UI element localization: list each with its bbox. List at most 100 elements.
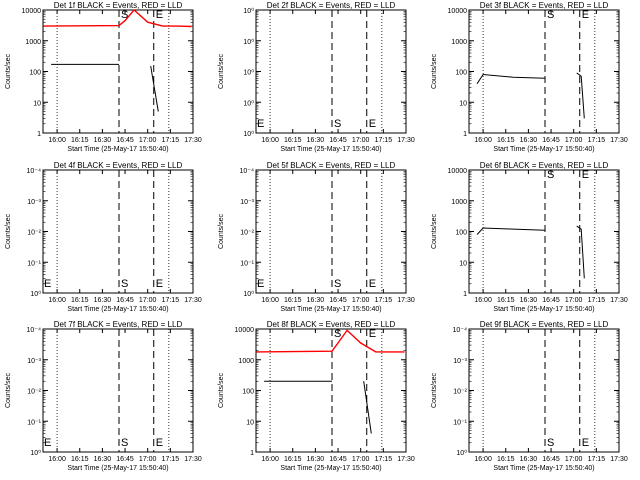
chart-6-series-1-line bbox=[476, 227, 546, 235]
chart-4-y-tick-label: 10⁻⁴ bbox=[27, 168, 42, 175]
chart-9-x-tick-label: 17:30 bbox=[610, 456, 628, 463]
chart-2-y-axis-label: Counts/sec bbox=[218, 53, 225, 89]
chart-9-marker-label-E: E bbox=[582, 437, 589, 449]
chart-2-x-tick-label: 17:00 bbox=[352, 137, 370, 144]
chart-panel-7: Det 7f BLACK = Events, RED = LLD S E E 16:00… bbox=[5, 320, 202, 472]
chart-3-x-tick-label: 17:30 bbox=[610, 137, 628, 144]
chart-7-y-tick-label: 10⁰ bbox=[30, 449, 41, 457]
chart-1-x-tick-label: 16:45 bbox=[116, 137, 134, 144]
chart-8-y-tick-label: 10 bbox=[246, 419, 254, 426]
chart-7-x-tick-label: 17:00 bbox=[139, 456, 157, 463]
chart-3-y-tick-label: 10 bbox=[459, 100, 467, 107]
chart-5-marker-label-S: S bbox=[334, 278, 341, 290]
chart-4-y-tick-label: 10⁻¹ bbox=[27, 260, 41, 267]
chart-2-y-tick-label: 10⁰ bbox=[243, 130, 254, 138]
chart-5-y-tick-label: 10⁻² bbox=[240, 230, 254, 237]
chart-9-x-tick-label: 16:45 bbox=[542, 456, 560, 463]
chart-6-marker-label-S: S bbox=[547, 169, 554, 181]
chart-8-y-tick-label: 1000 bbox=[238, 358, 254, 365]
chart-4-y-axis-label: Counts/sec bbox=[5, 213, 12, 249]
chart-3-series-1-line bbox=[476, 73, 546, 84]
chart-6-y-axis-label: Counts/sec bbox=[431, 213, 438, 249]
chart-7-marker-label-S: S bbox=[121, 437, 128, 449]
chart-panel-9: Det 9f BLACK = Events, RED = LLD S E 16:00 1… bbox=[431, 320, 628, 472]
chart-5-title: Det 5f BLACK = Events, RED = LLD bbox=[267, 161, 396, 170]
chart-5-y-tick-label: 10⁻⁴ bbox=[240, 168, 255, 175]
chart-8-x-tick-label: 16:30 bbox=[307, 456, 325, 463]
chart-9-marker-label-S: S bbox=[547, 437, 554, 449]
chart-4-x-axis-label: Start Time (25-May-17 15:50:40) bbox=[67, 306, 168, 313]
chart-2-marker-label-E: E bbox=[369, 118, 376, 130]
chart-1-x-tick-label: 16:00 bbox=[48, 137, 66, 144]
chart-8-x-tick-label: 16:45 bbox=[329, 456, 347, 463]
chart-5-x-tick-label: 16:00 bbox=[261, 297, 279, 304]
chart-5-y-tick-label: 10⁰ bbox=[243, 290, 254, 298]
chart-8-title: Det 8f BLACK = Events, RED = LLD bbox=[267, 320, 396, 329]
chart-3-x-tick-label: 16:00 bbox=[474, 137, 492, 144]
chart-9-title: Det 9f BLACK = Events, RED = LLD bbox=[480, 320, 609, 329]
chart-1-y-tick-label: 1 bbox=[37, 131, 41, 138]
chart-9-y-tick-label: 10⁰ bbox=[456, 449, 467, 457]
chart-8-marker-label-E: E bbox=[369, 328, 376, 340]
chart-7-y-axis-label: Counts/sec bbox=[5, 372, 12, 408]
chart-3-y-tick-label: 1000 bbox=[451, 39, 467, 46]
chart-4-x-tick-label: 16:00 bbox=[48, 297, 66, 304]
chart-4-x-tick-label: 17:30 bbox=[184, 297, 202, 304]
chart-3-frame bbox=[468, 9, 620, 134]
chart-2-y-tick-label: 10⁰ bbox=[243, 7, 254, 15]
chart-4-title: Det 4f BLACK = Events, RED = LLD bbox=[54, 161, 183, 170]
chart-1-series-2-line bbox=[150, 66, 159, 112]
chart-3-series-2-line bbox=[576, 72, 585, 119]
chart-9-x-tick-label: 16:15 bbox=[497, 456, 515, 463]
chart-3-y-tick-label: 100 bbox=[455, 70, 467, 77]
chart-7-corner-label: E bbox=[44, 437, 51, 449]
chart-7-frame bbox=[42, 328, 194, 453]
chart-4-marker-label-S: S bbox=[121, 278, 128, 290]
chart-8-x-tick-label: 16:15 bbox=[284, 456, 302, 463]
chart-2-x-tick-label: 16:30 bbox=[307, 137, 325, 144]
chart-8-x-tick-label: 17:00 bbox=[352, 456, 370, 463]
chart-1-y-axis-label: Counts/sec bbox=[5, 53, 12, 89]
chart-6-y-tick-label: 10000 bbox=[448, 168, 468, 175]
chart-5-corner-label: E bbox=[257, 278, 264, 290]
chart-7-x-axis-label: Start Time (25-May-17 15:50:40) bbox=[67, 465, 168, 472]
chart-1-title: Det 1f BLACK = Events, RED = LLD bbox=[54, 1, 183, 10]
chart-4-y-tick-label: 10⁻² bbox=[27, 230, 41, 237]
chart-8-y-tick-label: 10000 bbox=[235, 327, 255, 334]
chart-1-y-tick-label: 10 bbox=[33, 100, 41, 107]
chart-6-x-tick-label: 17:00 bbox=[565, 297, 583, 304]
chart-6-x-tick-label: 17:30 bbox=[610, 297, 628, 304]
chart-2-frame bbox=[255, 9, 407, 134]
chart-8-x-axis-label: Start Time (25-May-17 15:50:40) bbox=[280, 465, 381, 472]
chart-6-x-axis-label: Start Time (25-May-17 15:50:40) bbox=[493, 306, 594, 313]
chart-9-y-tick-label: 10⁻⁴ bbox=[453, 327, 468, 334]
chart-8-y-axis-label: Counts/sec bbox=[218, 372, 225, 408]
chart-5-x-tick-label: 17:00 bbox=[352, 297, 370, 304]
chart-6-frame bbox=[468, 169, 620, 294]
chart-9-y-tick-label: 10⁻¹ bbox=[453, 419, 467, 426]
chart-2-x-tick-label: 16:15 bbox=[284, 137, 302, 144]
chart-6-y-tick-label: 1000 bbox=[451, 199, 467, 206]
chart-5-x-tick-label: 17:15 bbox=[375, 297, 393, 304]
chart-5-marker-label-E: E bbox=[369, 278, 376, 290]
chart-7-x-tick-label: 16:15 bbox=[71, 456, 89, 463]
chart-5-x-tick-label: 16:45 bbox=[329, 297, 347, 304]
chart-1-y-tick-label: 100 bbox=[29, 70, 41, 77]
chart-7-y-tick-label: 10⁻¹ bbox=[27, 419, 41, 426]
chart-4-x-tick-label: 16:45 bbox=[116, 297, 134, 304]
chart-8-series-3-line bbox=[256, 329, 405, 353]
chart-9-x-axis-label: Start Time (25-May-17 15:50:40) bbox=[493, 465, 594, 472]
chart-6-series-2-line bbox=[576, 225, 585, 279]
chart-8-series-2-line bbox=[363, 381, 372, 434]
chart-7-x-tick-label: 16:45 bbox=[116, 456, 134, 463]
chart-6-x-tick-label: 16:00 bbox=[474, 297, 492, 304]
chart-panel-4: Det 4f BLACK = Events, RED = LLD S E E 16:00… bbox=[5, 161, 202, 313]
chart-8-x-tick-label: 17:15 bbox=[375, 456, 393, 463]
chart-3-title: Det 3f BLACK = Events, RED = LLD bbox=[480, 1, 609, 10]
chart-4-x-tick-label: 16:30 bbox=[94, 297, 112, 304]
chart-9-x-tick-label: 17:15 bbox=[588, 456, 606, 463]
chart-3-x-tick-label: 16:15 bbox=[497, 137, 515, 144]
chart-3-x-tick-label: 16:30 bbox=[520, 137, 538, 144]
